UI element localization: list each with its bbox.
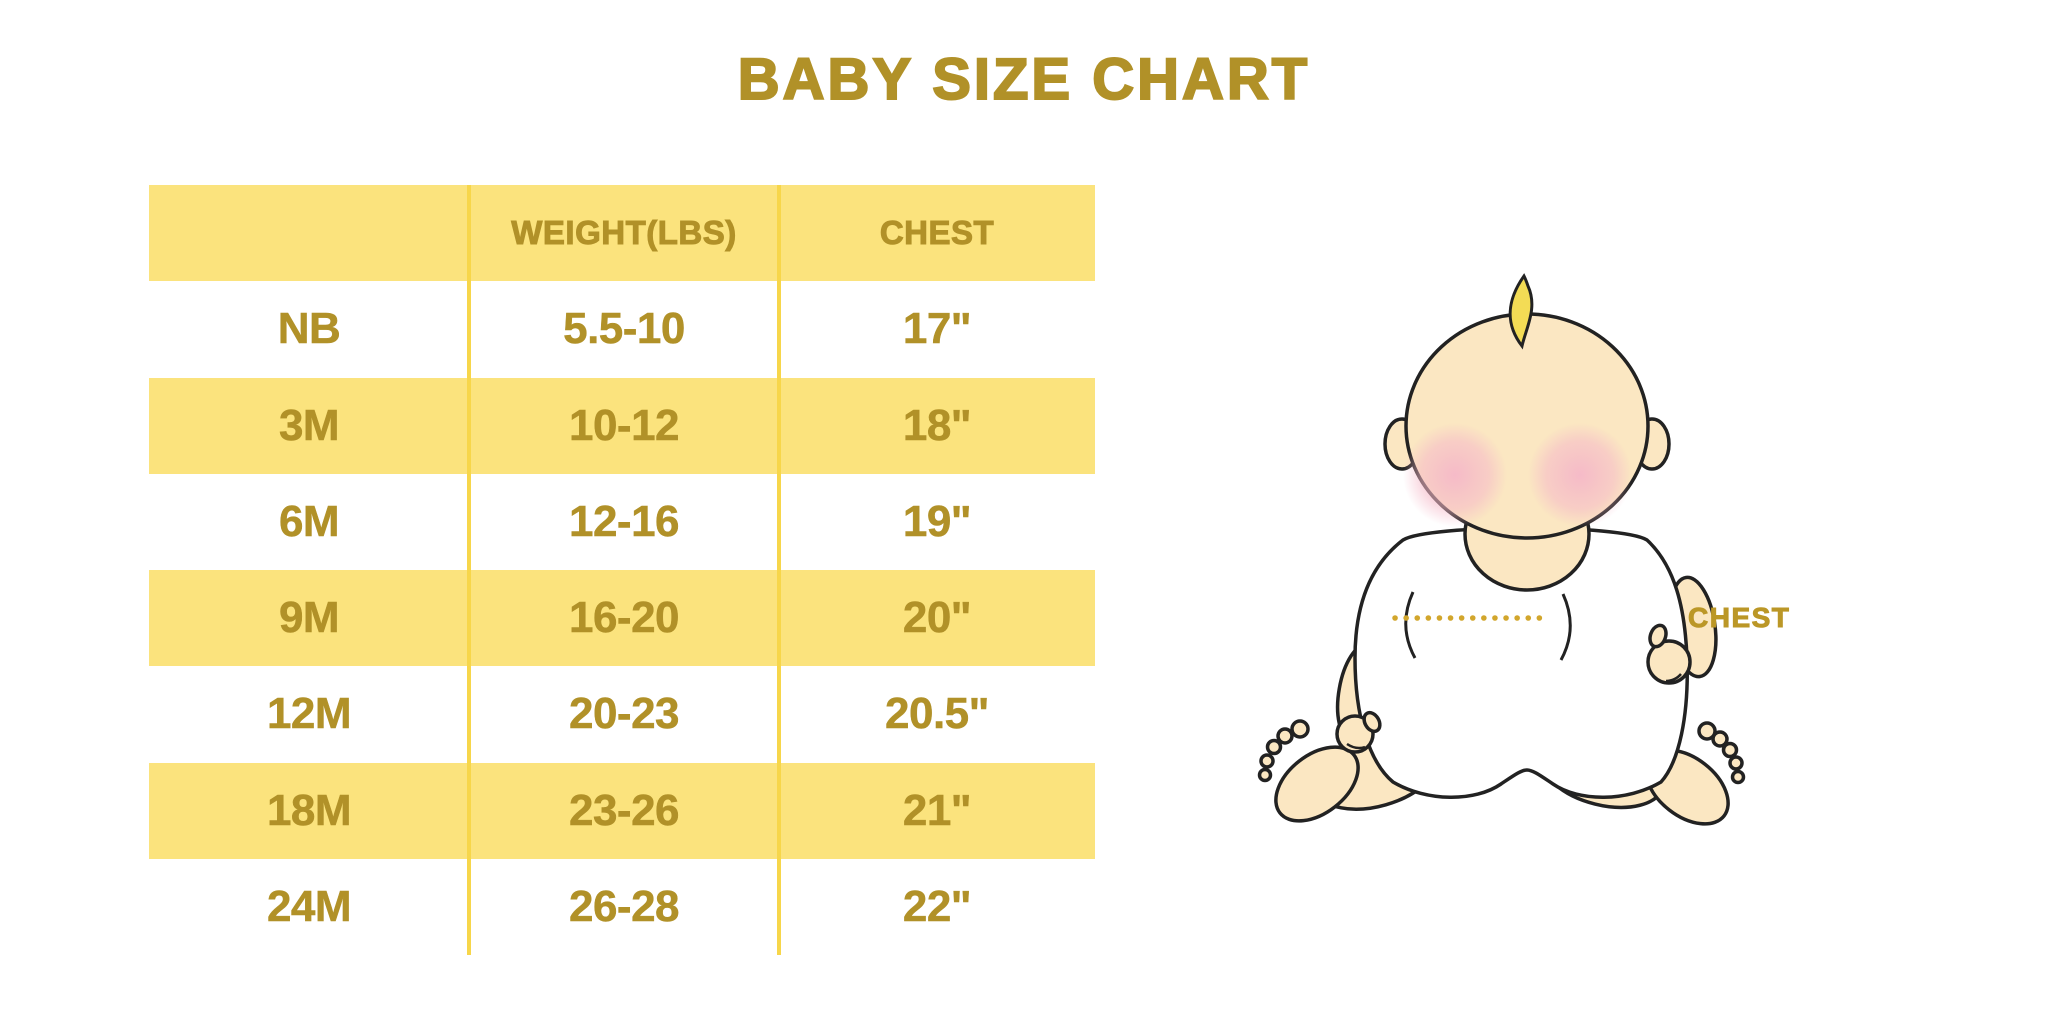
cell-size: 18M [266, 785, 352, 835]
baby-left-toe [1276, 727, 1294, 745]
cell-chest: 22" [902, 881, 972, 932]
cell-chest: 19" [902, 496, 972, 547]
baby-right-toe [1730, 769, 1746, 785]
cell-chest: 17" [902, 304, 972, 354]
baby-illustration [1255, 222, 1815, 867]
cell-weight: 16-20 [568, 593, 680, 643]
baby-right-fingers [1665, 673, 1682, 683]
baby-right-thumb [1648, 623, 1668, 649]
baby-left-fingers [1346, 742, 1366, 750]
cell-size: 3M [278, 400, 340, 450]
page-title: BABY SIZE CHART [737, 46, 1311, 113]
cell-chest: 18" [902, 400, 972, 450]
baby-left-sleeve-seam [1404, 591, 1417, 659]
cell-weight: 26-28 [568, 881, 680, 932]
baby-right-fist [1646, 639, 1692, 685]
cell-chest: 20.5" [885, 689, 990, 739]
table-row: 24M 26-28 22" [149, 859, 1095, 955]
table-row: 6M 12-16 19" [149, 474, 1095, 570]
cell-size: 6M [278, 496, 340, 547]
baby-hair-curl [1508, 273, 1534, 350]
column-divider [777, 185, 781, 955]
cell-chest: 20" [902, 593, 972, 643]
baby-right-toe [1728, 755, 1744, 771]
cell-size: NB [277, 304, 341, 354]
baby-right-toe [1711, 730, 1729, 748]
baby-left-toe [1257, 767, 1273, 783]
cell-weight: 10-12 [568, 400, 680, 450]
table-row: 9M 16-20 20" [149, 570, 1095, 667]
cell-chest: 21" [902, 785, 972, 835]
cell-size: 12M [266, 689, 352, 739]
baby-left-toe [1259, 753, 1275, 769]
baby-right-sleeve-seam [1559, 593, 1572, 661]
table-row: 12M 20-23 20.5" [149, 666, 1095, 762]
baby-left-foot [1274, 745, 1360, 823]
table-row: 18M 23-26 21" [149, 762, 1095, 859]
cell-size: 24M [266, 881, 352, 932]
chest-measure-label: CHEST [1687, 602, 1791, 634]
baby-left-toe [1290, 719, 1310, 739]
baby-hands [1335, 623, 1692, 754]
size-table: WEIGHT(LBS) CHEST NB 5.5-10 17" 3M 10-12… [149, 185, 1095, 955]
column-divider [467, 185, 471, 955]
baby-illustration-svg [1257, 273, 1746, 826]
cell-weight: 23-26 [568, 785, 680, 835]
baby-right-toe [1721, 741, 1739, 759]
baby-left-toe [1265, 738, 1283, 756]
baby-left-thumb [1362, 710, 1382, 734]
table-row: NB 5.5-10 17" [149, 281, 1095, 377]
header-cell-weight: WEIGHT(LBS) [511, 214, 737, 252]
baby-right-toe [1697, 721, 1717, 741]
cell-size: 9M [278, 593, 340, 643]
baby-left-cheek [1403, 423, 1507, 527]
header-cell-chest: CHEST [879, 214, 995, 252]
baby-right-cheek [1528, 423, 1632, 527]
table-row: 3M 10-12 18" [149, 377, 1095, 474]
table-header-row: WEIGHT(LBS) CHEST [149, 185, 1095, 282]
cell-weight: 20-23 [568, 689, 680, 739]
cell-weight: 5.5-10 [563, 304, 686, 354]
cell-weight: 12-16 [568, 496, 680, 547]
